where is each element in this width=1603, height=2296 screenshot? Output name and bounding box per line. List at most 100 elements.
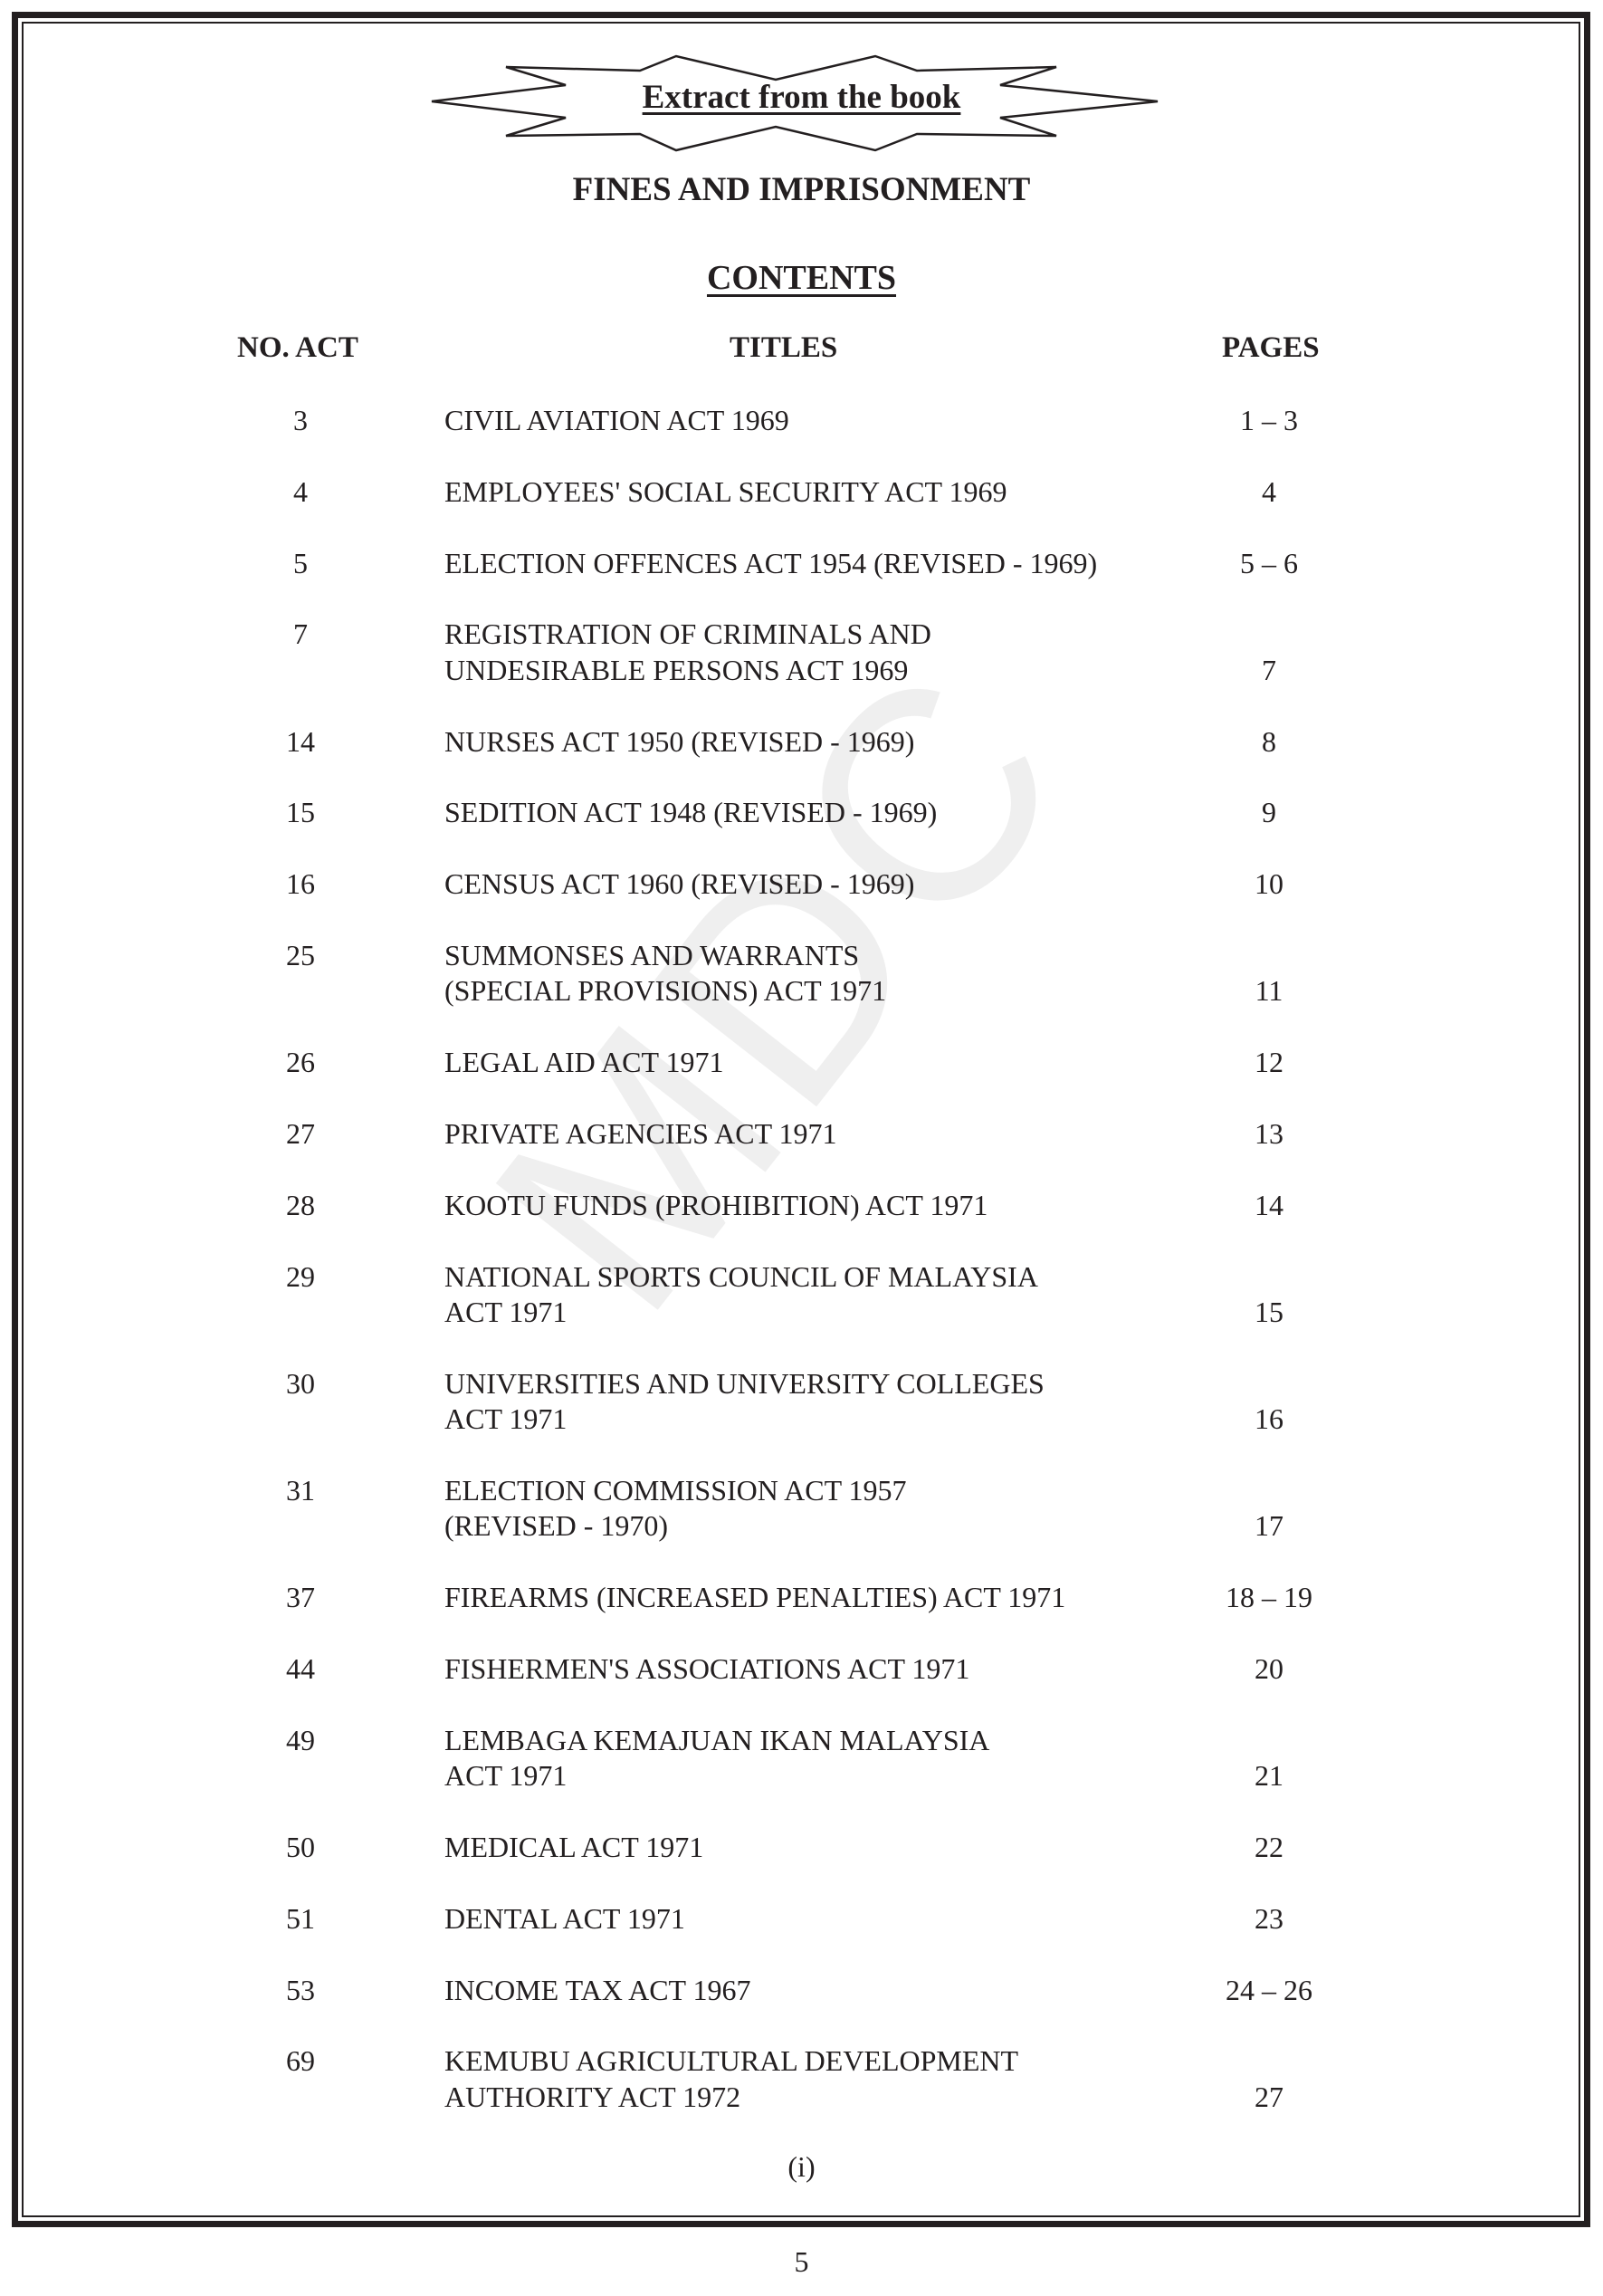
page-range: 21 [1255,1759,1283,1793]
page-range: 11 [1255,974,1283,1008]
act-title-line: KOOTU FUNDS (PROHIBITION) ACT 1971 [444,1188,988,1221]
page-range: 13 [1255,1116,1283,1150]
act-title: DENTAL ACT 1971 [444,1901,1214,1937]
act-title-line: ACT 1971 [444,1759,568,1793]
act-title: KEMUBU AGRICULTURAL DEVELOPMENT AUTHORITY… [444,2043,1214,2115]
act-number: 15 [286,796,315,829]
act-number: 69 [286,2044,315,2078]
page-range: 16 [1255,1402,1283,1436]
act-number: 7 [293,617,308,651]
act-title-line: PRIVATE AGENCIES ACT 1971 [444,1116,837,1150]
act-title: KOOTU FUNDS (PROHIBITION) ACT 1971 [444,1188,1214,1223]
act-title: CENSUS ACT 1960 (REVISED - 1969) [444,866,1214,902]
act-number: 28 [286,1188,315,1221]
column-header-no-act: NO. ACT [237,331,358,364]
act-number: 37 [286,1581,315,1614]
act-title: ELECTION OFFENCES ACT 1954 (REVISED - 19… [444,546,1214,581]
act-title-line: UNDESIRABLE PERSONS ACT 1969 [444,653,909,686]
act-number: 53 [286,1973,315,2006]
act-title: NURSES ACT 1950 (REVISED - 1969) [444,724,1214,760]
act-title: CIVIL AVIATION ACT 1969 [444,403,1214,438]
page-range: 5 – 6 [1240,546,1298,579]
act-title: UNIVERSITIES AND UNIVERSITY COLLEGES ACT … [444,1366,1214,1438]
act-number: 14 [286,724,315,758]
act-title-line: CENSUS ACT 1960 (REVISED - 1969) [444,867,915,901]
page-range: 23 [1255,1901,1283,1935]
contents-heading: CONTENTS [706,259,897,297]
table-row: 53 INCOME TAX ACT 1967 24 – 26 [0,1973,1603,2008]
table-row: 44 FISHERMEN'S ASSOCIATIONS ACT 1971 20 [0,1651,1603,1687]
book-title: FINES AND IMPRISONMENT [572,171,1031,208]
table-row: 4 EMPLOYEES' SOCIAL SECURITY ACT 1969 4 [0,474,1603,510]
table-row: 3 CIVIL AVIATION ACT 1969 1 – 3 [0,403,1603,438]
act-title-line: UNIVERSITIES AND UNIVERSITY COLLEGES [444,1366,1045,1400]
table-row: 51 DENTAL ACT 1971 23 [0,1901,1603,1937]
page-range: 1 – 3 [1240,404,1298,436]
act-number: 4 [293,474,308,508]
act-title: REGISTRATION OF CRIMINALS AND UNDESIRABLE… [444,617,1214,688]
table-row: 15 SEDITION ACT 1948 (REVISED - 1969) 9 [0,795,1603,830]
table-row: 29 NATIONAL SPORTS COUNCIL OF MALAYSIA ACT… [0,1259,1603,1331]
table-row: 16 CENSUS ACT 1960 (REVISED - 1969) 10 [0,866,1603,902]
act-title-line: CIVIL AVIATION ACT 1969 [444,404,789,436]
act-number: 5 [293,546,308,579]
table-row: 14 NURSES ACT 1950 (REVISED - 1969) 8 [0,724,1603,760]
page-number: 5 [794,2245,809,2278]
page-range: 10 [1255,867,1283,901]
act-title: SEDITION ACT 1948 (REVISED - 1969) [444,795,1214,830]
act-number: 49 [286,1723,315,1756]
contents-table: 3 CIVIL AVIATION ACT 1969 1 – 3 4 EMPLOYEES… [0,403,1603,2151]
act-number: 30 [286,1366,315,1400]
table-row: 7 REGISTRATION OF CRIMINALS AND UNDESIRABL… [0,617,1603,688]
act-title-line: FIREARMS (INCREASED PENALTIES) ACT 1971 [444,1581,1066,1614]
page-range: 20 [1255,1651,1283,1685]
act-title-line: LEMBAGA KEMAJUAN IKAN MALAYSIA [444,1723,990,1756]
page-range: 27 [1255,2080,1283,2113]
page-range: 15 [1255,1295,1283,1328]
page-border-inner [22,22,1580,2217]
act-title-line: INCOME TAX ACT 1967 [444,1973,751,2006]
act-title-line: NURSES ACT 1950 (REVISED - 1969) [444,724,915,758]
act-title: SUMMONSES AND WARRANTS (SPECIAL PROVISION… [444,938,1214,1009]
page-range: 18 – 19 [1226,1581,1312,1614]
table-row: 5 ELECTION OFFENCES ACT 1954 (REVISED - 1… [0,546,1603,581]
act-title-line: ACT 1971 [444,1295,568,1328]
act-title-line: ELECTION COMMISSION ACT 1957 [444,1473,907,1507]
table-row: 30 UNIVERSITIES AND UNIVERSITY COLLEGES AC… [0,1366,1603,1438]
act-number: 50 [286,1830,315,1863]
column-header-pages: PAGES [1222,331,1320,364]
act-number: 44 [286,1651,315,1685]
table-row: 25 SUMMONSES AND WARRANTS (SPECIAL PROVISI… [0,938,1603,1009]
act-title: FISHERMEN'S ASSOCIATIONS ACT 1971 [444,1651,1214,1687]
page-range: 24 – 26 [1226,1973,1312,2006]
page-range: 17 [1255,1509,1283,1543]
act-title: FIREARMS (INCREASED PENALTIES) ACT 1971 [444,1580,1214,1615]
table-row: 69 KEMUBU AGRICULTURAL DEVELOPMENT AUTHORI… [0,2043,1603,2115]
page-border-outer [12,12,1590,2227]
act-title: EMPLOYEES' SOCIAL SECURITY ACT 1969 [444,474,1214,510]
act-number: 27 [286,1116,315,1150]
table-row: 50 MEDICAL ACT 1971 22 [0,1830,1603,1865]
page-range: 22 [1255,1830,1283,1863]
column-header-titles: TITLES [730,331,838,364]
act-title-line: SEDITION ACT 1948 (REVISED - 1969) [444,796,938,829]
table-row: 31 ELECTION COMMISSION ACT 1957 (REVISED -… [0,1473,1603,1545]
banner-text: Extract from the book [642,79,961,116]
act-title-line: (SPECIAL PROVISIONS) ACT 1971 [444,974,887,1008]
starburst-banner-shape [431,54,1159,152]
act-title-line: KEMUBU AGRICULTURAL DEVELOPMENT [444,2044,1019,2078]
table-row: 26 LEGAL AID ACT 1971 12 [0,1045,1603,1080]
page-range: 7 [1262,653,1276,686]
act-title-line: ACT 1971 [444,1402,568,1436]
act-title-line: SUMMONSES AND WARRANTS [444,938,860,971]
act-number: 3 [293,404,308,436]
act-title-line: EMPLOYEES' SOCIAL SECURITY ACT 1969 [444,474,1007,508]
page-range: 14 [1255,1188,1283,1221]
act-title-line: FISHERMEN'S ASSOCIATIONS ACT 1971 [444,1651,970,1685]
page-range: 8 [1262,724,1276,758]
act-number: 51 [286,1901,315,1935]
act-title-line: MEDICAL ACT 1971 [444,1830,704,1863]
page-range: 4 [1262,474,1276,508]
act-title: MEDICAL ACT 1971 [444,1830,1214,1865]
act-title-line: DENTAL ACT 1971 [444,1901,685,1935]
